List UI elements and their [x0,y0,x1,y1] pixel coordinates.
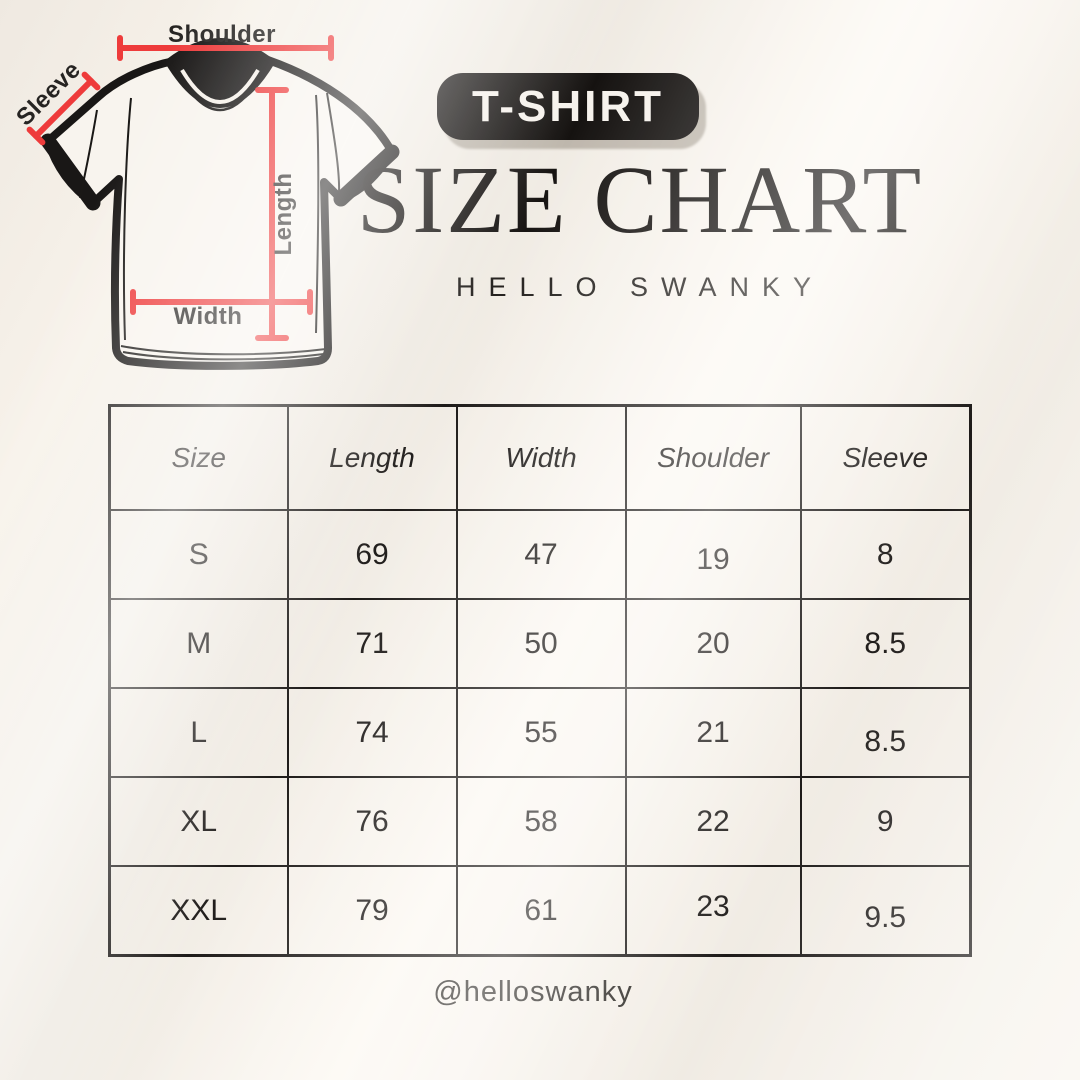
column-header-width: Width [455,404,627,511]
brand-subtitle: HELLO SWANKY [455,272,825,302]
collar-inner-line [180,68,260,104]
column-header-size: Size [108,404,289,511]
cell-length: 69 [286,509,458,600]
table-row: XXL 79 61 23 9.5 [108,861,972,964]
tshirt-illustration: Shoulder Sleeve Length Width [11,21,400,370]
cell-length: 71 [286,598,458,689]
cell-shoulder: 23 [624,861,802,953]
shoulder-measure-label: Shoulder [168,21,276,48]
measure-lines [26,35,334,341]
cell-sleeve: 8 [799,509,972,600]
cell-width: 58 [455,776,627,867]
table-row: S 69 47 19 8 [108,509,972,605]
fold-lines [79,92,385,361]
collar-seam [173,67,267,112]
category-badge-label: T-SHIRT [471,81,665,131]
cell-sleeve: 9.5 [799,872,972,964]
cell-length: 76 [286,776,458,867]
cell-sleeve: 8.5 [799,696,972,787]
cell-size: M [108,598,289,689]
column-header-sleeve: Sleeve [799,404,972,511]
cell-size: S [108,509,289,600]
left-cuff-band [40,133,101,211]
cell-shoulder: 22 [624,776,802,867]
cell-width: 47 [455,509,627,600]
social-handle: @helloswanky [433,976,633,1008]
table-row: L 74 55 21 8.5 [108,687,972,787]
cell-width: 61 [455,865,627,957]
cell-size: L [108,687,289,778]
cell-width: 55 [455,687,627,778]
cell-sleeve: 8.5 [799,598,972,689]
cell-width: 50 [455,598,627,689]
cell-size: XL [108,776,289,867]
length-measure-label: Length [270,173,297,256]
cell-shoulder: 20 [624,598,802,689]
cell-sleeve: 9 [799,776,972,867]
column-header-shoulder: Shoulder [624,404,802,511]
table-header-row: Size Length Width Shoulder Sleeve [108,404,972,511]
cell-length: 79 [286,865,458,957]
cell-shoulder: 21 [624,687,802,778]
cell-size: XXL [108,865,289,957]
category-badge: T-SHIRT [437,73,699,140]
cell-shoulder: 19 [624,514,802,605]
cell-length: 74 [286,687,458,778]
table-row: M 71 50 20 8.5 [108,598,972,689]
size-table: Size Length Width Shoulder Sleeve S 69 4… [108,404,972,964]
page-title: SIZE CHART [356,146,924,253]
table-row: XL 76 58 22 9 [108,776,972,867]
width-measure-label: Width [174,303,243,330]
column-header-length: Length [286,404,458,511]
